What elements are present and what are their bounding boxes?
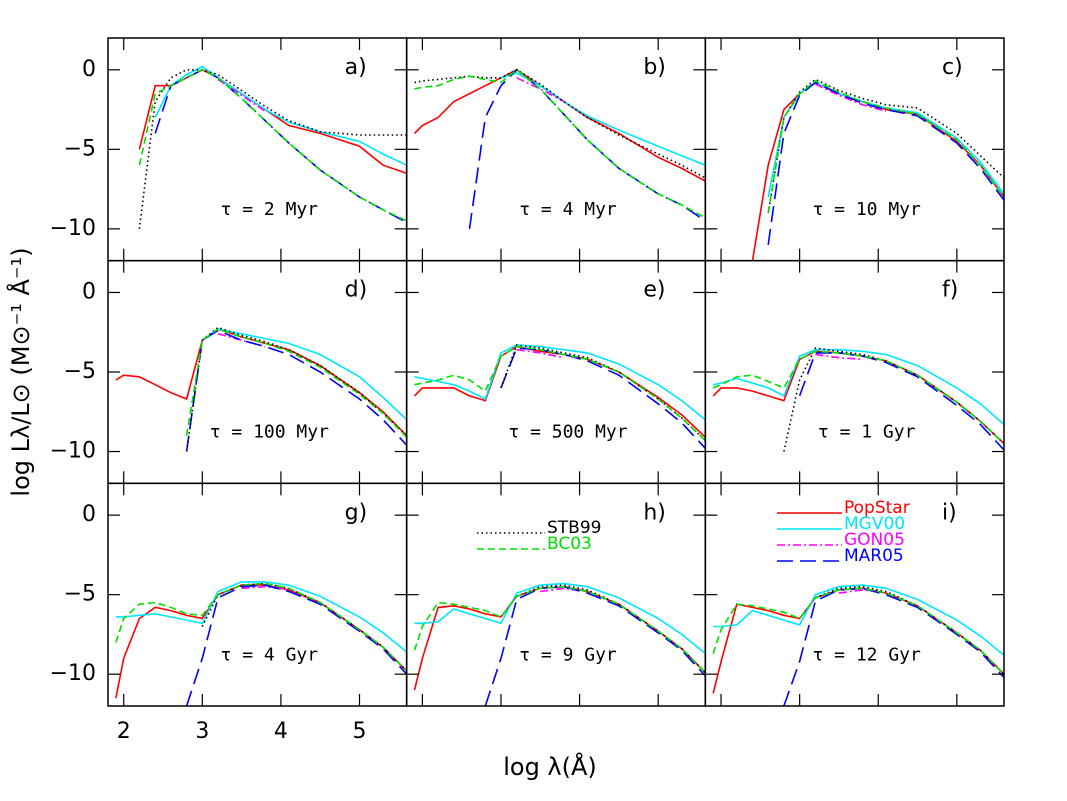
series-line xyxy=(767,81,1004,245)
panel-label: h) xyxy=(643,500,666,525)
panel-annotation: τ = 2 Myr xyxy=(221,199,319,220)
panel-annotation: τ = 1 Gyr xyxy=(818,422,916,443)
panel: b) τ = 4 Myr xyxy=(405,37,707,262)
series-line xyxy=(767,78,1004,214)
series-line xyxy=(115,582,407,672)
series-line xyxy=(217,78,266,112)
y-tick-label: −5 xyxy=(64,582,96,607)
panel-annotation: τ = 100 Myr xyxy=(210,422,329,443)
panel: f) τ = 1 Gyr xyxy=(704,259,1005,485)
panel: 2 3 4 5 0 −5 −10 g) τ = 4 Gyr xyxy=(50,482,408,744)
x-tick-label: 3 xyxy=(195,719,209,744)
series-line xyxy=(712,350,1004,445)
series-line xyxy=(414,345,706,441)
panel: e) τ = 500 Myr xyxy=(405,259,707,485)
series-line xyxy=(201,328,407,421)
y-tick-label: −10 xyxy=(50,661,96,686)
series-line xyxy=(115,581,407,653)
y-tick-label: −5 xyxy=(64,136,96,161)
panel-frame xyxy=(704,259,1005,485)
panel: i) τ = 12 Gyr xyxy=(704,482,1005,707)
panel-annotation: τ = 9 Gyr xyxy=(519,644,617,665)
series-line xyxy=(500,72,706,166)
series-line xyxy=(138,68,407,174)
y-tick-label: −10 xyxy=(50,216,96,241)
panel: h) τ = 9 Gyr xyxy=(405,482,707,707)
y-tick-label: −10 xyxy=(50,439,96,464)
legend-label: MGV00 xyxy=(844,514,905,534)
x-tick-label: 2 xyxy=(117,719,131,744)
x-axis-label: log λ(Å) xyxy=(503,752,597,781)
series-line xyxy=(713,584,1004,656)
series-line xyxy=(185,584,407,707)
series-line xyxy=(413,585,706,674)
series-line xyxy=(815,83,887,112)
series-line xyxy=(783,347,1004,452)
series-line xyxy=(185,328,407,438)
y-tick-label: −5 xyxy=(64,359,96,384)
y-tick-label: 0 xyxy=(82,279,96,304)
series-line xyxy=(241,585,289,591)
series-line xyxy=(783,587,1004,707)
panel-label: g) xyxy=(345,500,368,525)
panel-label: b) xyxy=(643,55,666,80)
panel-annotation: τ = 4 Gyr xyxy=(221,644,319,665)
panel-label: c) xyxy=(942,55,963,80)
series-line xyxy=(185,326,407,452)
series-line xyxy=(767,81,1004,198)
series-line xyxy=(414,68,706,219)
series-line xyxy=(767,79,1004,214)
x-tick-label: 5 xyxy=(353,719,367,744)
series-line xyxy=(484,585,706,707)
series-line xyxy=(115,584,407,699)
legend-label: PopStar xyxy=(844,498,910,518)
series-line xyxy=(798,352,1004,451)
series-line xyxy=(815,353,863,361)
series-line xyxy=(500,347,706,449)
series-line xyxy=(713,348,1004,426)
legend-label: MAR05 xyxy=(844,546,904,566)
panel-annotation: τ = 10 Myr xyxy=(812,199,921,220)
series-line xyxy=(414,582,706,655)
panel-annotation: τ = 12 Gyr xyxy=(812,644,921,665)
series-line xyxy=(500,344,706,441)
panel-annotation: τ = 500 Myr xyxy=(508,422,627,443)
legend-label: STB99 xyxy=(547,518,601,538)
series-line xyxy=(516,348,565,359)
y-tick-label: 0 xyxy=(82,57,96,82)
panel-label: d) xyxy=(345,278,368,303)
series-line xyxy=(516,77,565,103)
series-line xyxy=(413,585,706,691)
series-line xyxy=(138,68,407,222)
series-line xyxy=(414,68,706,179)
panel-label: i) xyxy=(942,500,957,525)
legend-label: BC03 xyxy=(547,534,592,554)
legend-label: GON05 xyxy=(844,530,905,550)
series-line xyxy=(468,68,706,230)
panel: c) τ = 10 Myr xyxy=(704,37,1005,262)
panel: 0 −5 −10 d) τ = 100 Myr xyxy=(50,259,408,485)
x-tick-label: 4 xyxy=(274,719,288,744)
panel-label: f) xyxy=(942,278,958,303)
series-line xyxy=(413,68,706,182)
series-line xyxy=(138,69,407,229)
series-line xyxy=(712,587,1004,675)
panel-annotation: τ = 4 Myr xyxy=(519,199,617,220)
y-tick-label: 0 xyxy=(82,502,96,527)
panel-label: a) xyxy=(345,55,367,80)
series-line xyxy=(154,65,407,166)
panel-label: e) xyxy=(643,278,665,303)
y-axis-label: log Lλ/L⊙ (M⊙⁻¹ Å⁻¹) xyxy=(6,247,35,496)
series-line xyxy=(712,587,1004,694)
panel: 0 −5 −10 a) τ = 2 Myr xyxy=(50,37,408,262)
